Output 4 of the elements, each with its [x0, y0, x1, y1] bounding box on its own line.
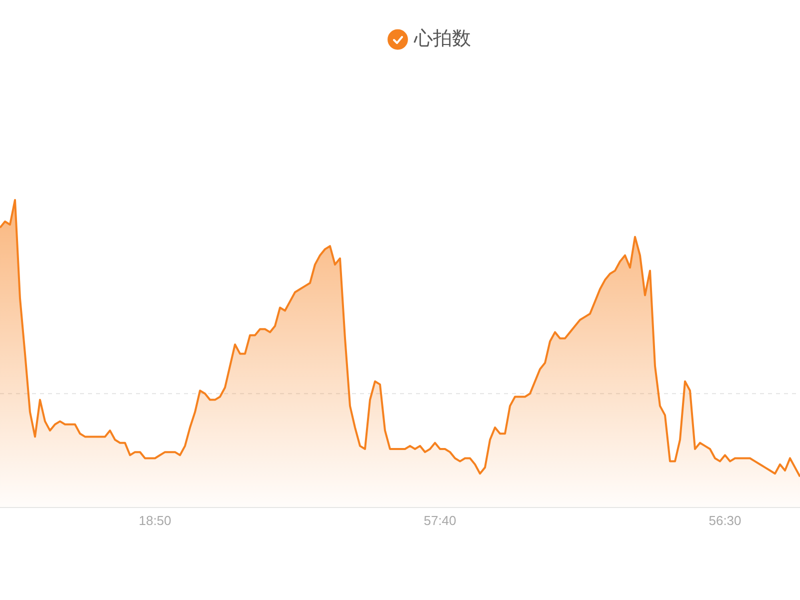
x-tick-label: 18:50	[138, 512, 172, 528]
x-tick-label: 56:30	[708, 512, 742, 528]
legend-label: 心拍数	[412, 28, 471, 50]
x-tick-label: 57:40	[424, 512, 456, 528]
